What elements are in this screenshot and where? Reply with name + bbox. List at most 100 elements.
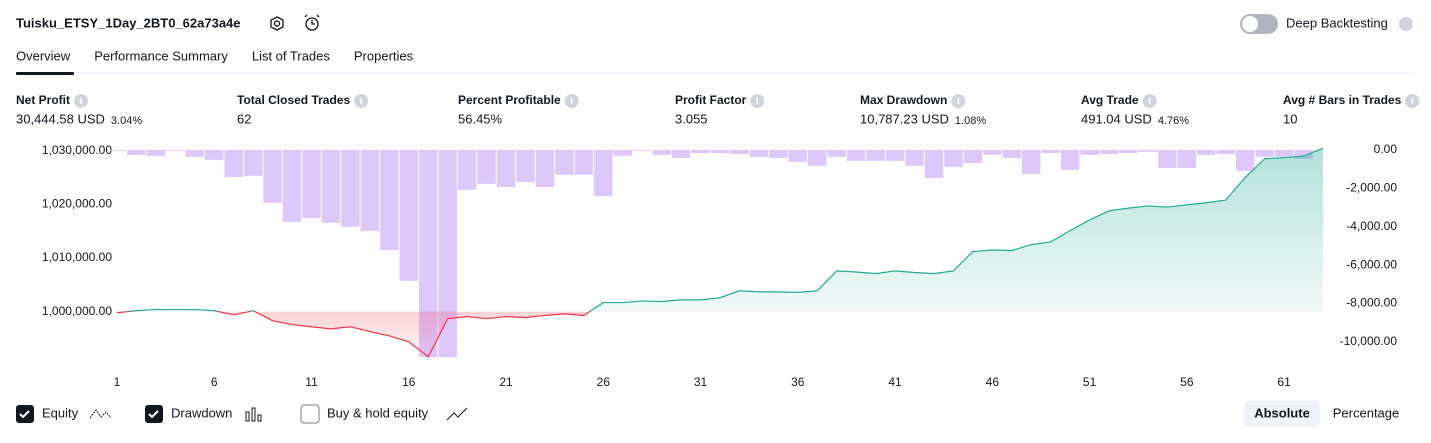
drawdown-bar — [146, 149, 166, 156]
y-tick-label: 1,010,000.00 — [42, 250, 112, 264]
metric-label: Avg Trade — [1081, 93, 1139, 107]
tab[interactable]: Overview — [16, 48, 71, 63]
metric-value: 10,787.23 USD — [860, 111, 949, 126]
drawdown-bar — [924, 149, 944, 178]
x-tick-label: 31 — [694, 375, 708, 389]
drawdown-bar — [438, 149, 457, 358]
drawdown-bar — [1138, 149, 1158, 152]
tab[interactable]: List of Trades — [252, 48, 331, 63]
drawdown-bar — [1099, 149, 1119, 154]
drawdown-bar — [166, 149, 185, 151]
info-glyph — [1411, 98, 1414, 104]
metric-label: Percent Profitable — [458, 93, 561, 107]
drawdown-bar — [769, 149, 788, 158]
drawdown-bar — [516, 149, 535, 182]
x-tick-label: 11 — [305, 375, 318, 389]
drawdown-icon — [245, 407, 262, 422]
drawdown-bar — [496, 149, 516, 187]
x-tick-label: 6 — [211, 375, 218, 389]
drawdown-bar — [691, 149, 710, 153]
drawdown-bar — [905, 149, 924, 166]
drawdown-bar — [963, 149, 983, 163]
drawdown-bar — [613, 149, 632, 156]
drawdown-bar — [594, 149, 613, 197]
info-glyph — [570, 98, 573, 104]
drawdown-bar — [360, 149, 380, 231]
percentage-button[interactable]: Percentage — [1333, 405, 1400, 420]
metric-value: 491.04 USD — [1081, 111, 1152, 126]
drawdown-bar — [866, 149, 885, 161]
metric-value: 30,444.58 USD — [16, 111, 105, 126]
y2-tick-label: -2,000.00 — [1346, 180, 1397, 194]
drawdown-bar — [1041, 149, 1060, 153]
drawdown-bar — [1216, 149, 1235, 154]
y-tick-label: 1,000,000.00 — [42, 304, 112, 318]
drawdown-bar — [1255, 149, 1274, 157]
x-tick-label: 46 — [986, 375, 1000, 389]
help-icon[interactable] — [1399, 17, 1413, 31]
tab[interactable]: Properties — [354, 48, 414, 63]
metric-percent: 1.08% — [955, 115, 986, 127]
drawdown-bar — [846, 149, 866, 161]
check — [148, 410, 159, 419]
drawdown-bar — [1119, 149, 1138, 153]
drawdown-bar — [710, 149, 730, 153]
y2-tick-label: 0.00 — [1374, 142, 1398, 156]
buy-hold-checkbox[interactable] — [300, 404, 320, 424]
info-glyph — [360, 98, 362, 104]
settings-icon[interactable] — [270, 16, 284, 31]
drawdown-bar — [1294, 149, 1313, 159]
drawdown-bar — [632, 149, 652, 151]
x-tick-label: 1 — [114, 375, 121, 389]
drawdown-label: Drawdown — [171, 405, 232, 420]
alert-icon[interactable] — [304, 14, 320, 31]
drawdown-bar — [341, 149, 360, 227]
drawdown-bar — [749, 149, 769, 157]
drawdown-bar — [224, 149, 243, 177]
drawdown-bar — [185, 149, 205, 157]
y-tick-label: 1,030,000.00 — [42, 143, 112, 157]
drawdown-bar — [302, 149, 321, 218]
toggle-label: Deep Backtesting — [1286, 15, 1388, 30]
drawdown-bar — [808, 149, 827, 166]
drawdown-bar — [263, 149, 282, 203]
drawdown-bar — [127, 149, 146, 155]
drawdown-bar — [1022, 149, 1041, 174]
equity-icon — [89, 409, 112, 419]
drawdown-bar — [671, 149, 691, 158]
drawdown-bar — [885, 149, 905, 161]
drawdown-bar — [983, 149, 1002, 155]
metric-percent: 4.76% — [1158, 115, 1189, 127]
metric-label: Max Drawdown — [860, 93, 947, 107]
info-glyph — [756, 98, 759, 104]
metric-value: 62 — [237, 111, 251, 126]
x-tick-label: 21 — [499, 375, 513, 389]
tab[interactable]: Performance Summary — [94, 48, 228, 63]
drawdown-bar — [535, 149, 555, 187]
y-tick-label: 1,020,000.00 — [42, 197, 112, 211]
x-tick-label: 56 — [1180, 375, 1194, 389]
buy-hold-label: Buy & hold equity — [327, 405, 429, 420]
drawdown-bar — [1060, 149, 1080, 170]
metric-value: 10 — [1283, 111, 1297, 126]
drawdown-bar — [652, 149, 671, 155]
equity-label: Equity — [42, 405, 79, 420]
drawdown-bar — [1080, 149, 1099, 155]
x-tick-label: 26 — [597, 375, 611, 389]
metric-value: 3.055 — [675, 111, 708, 126]
y2-tick-label: -6,000.00 — [1346, 257, 1397, 271]
x-tick-label: 51 — [1083, 375, 1097, 389]
drawdown-bar — [574, 149, 594, 175]
x-tick-label: 41 — [888, 375, 902, 389]
absolute-button[interactable] — [1244, 401, 1320, 427]
drawdown-bar — [827, 149, 846, 157]
y2-tick-label: -4,000.00 — [1346, 219, 1397, 233]
drawdown-bar — [1235, 149, 1255, 171]
x-tick-label: 61 — [1277, 375, 1291, 389]
drawdown-bar — [321, 149, 341, 223]
tab-divider — [16, 72, 1414, 74]
drawdown-bar — [730, 149, 749, 154]
equity-line — [116, 147, 1324, 358]
drawdown-bar — [419, 149, 438, 358]
y2-tick-label: -10,000.00 — [1340, 334, 1398, 348]
